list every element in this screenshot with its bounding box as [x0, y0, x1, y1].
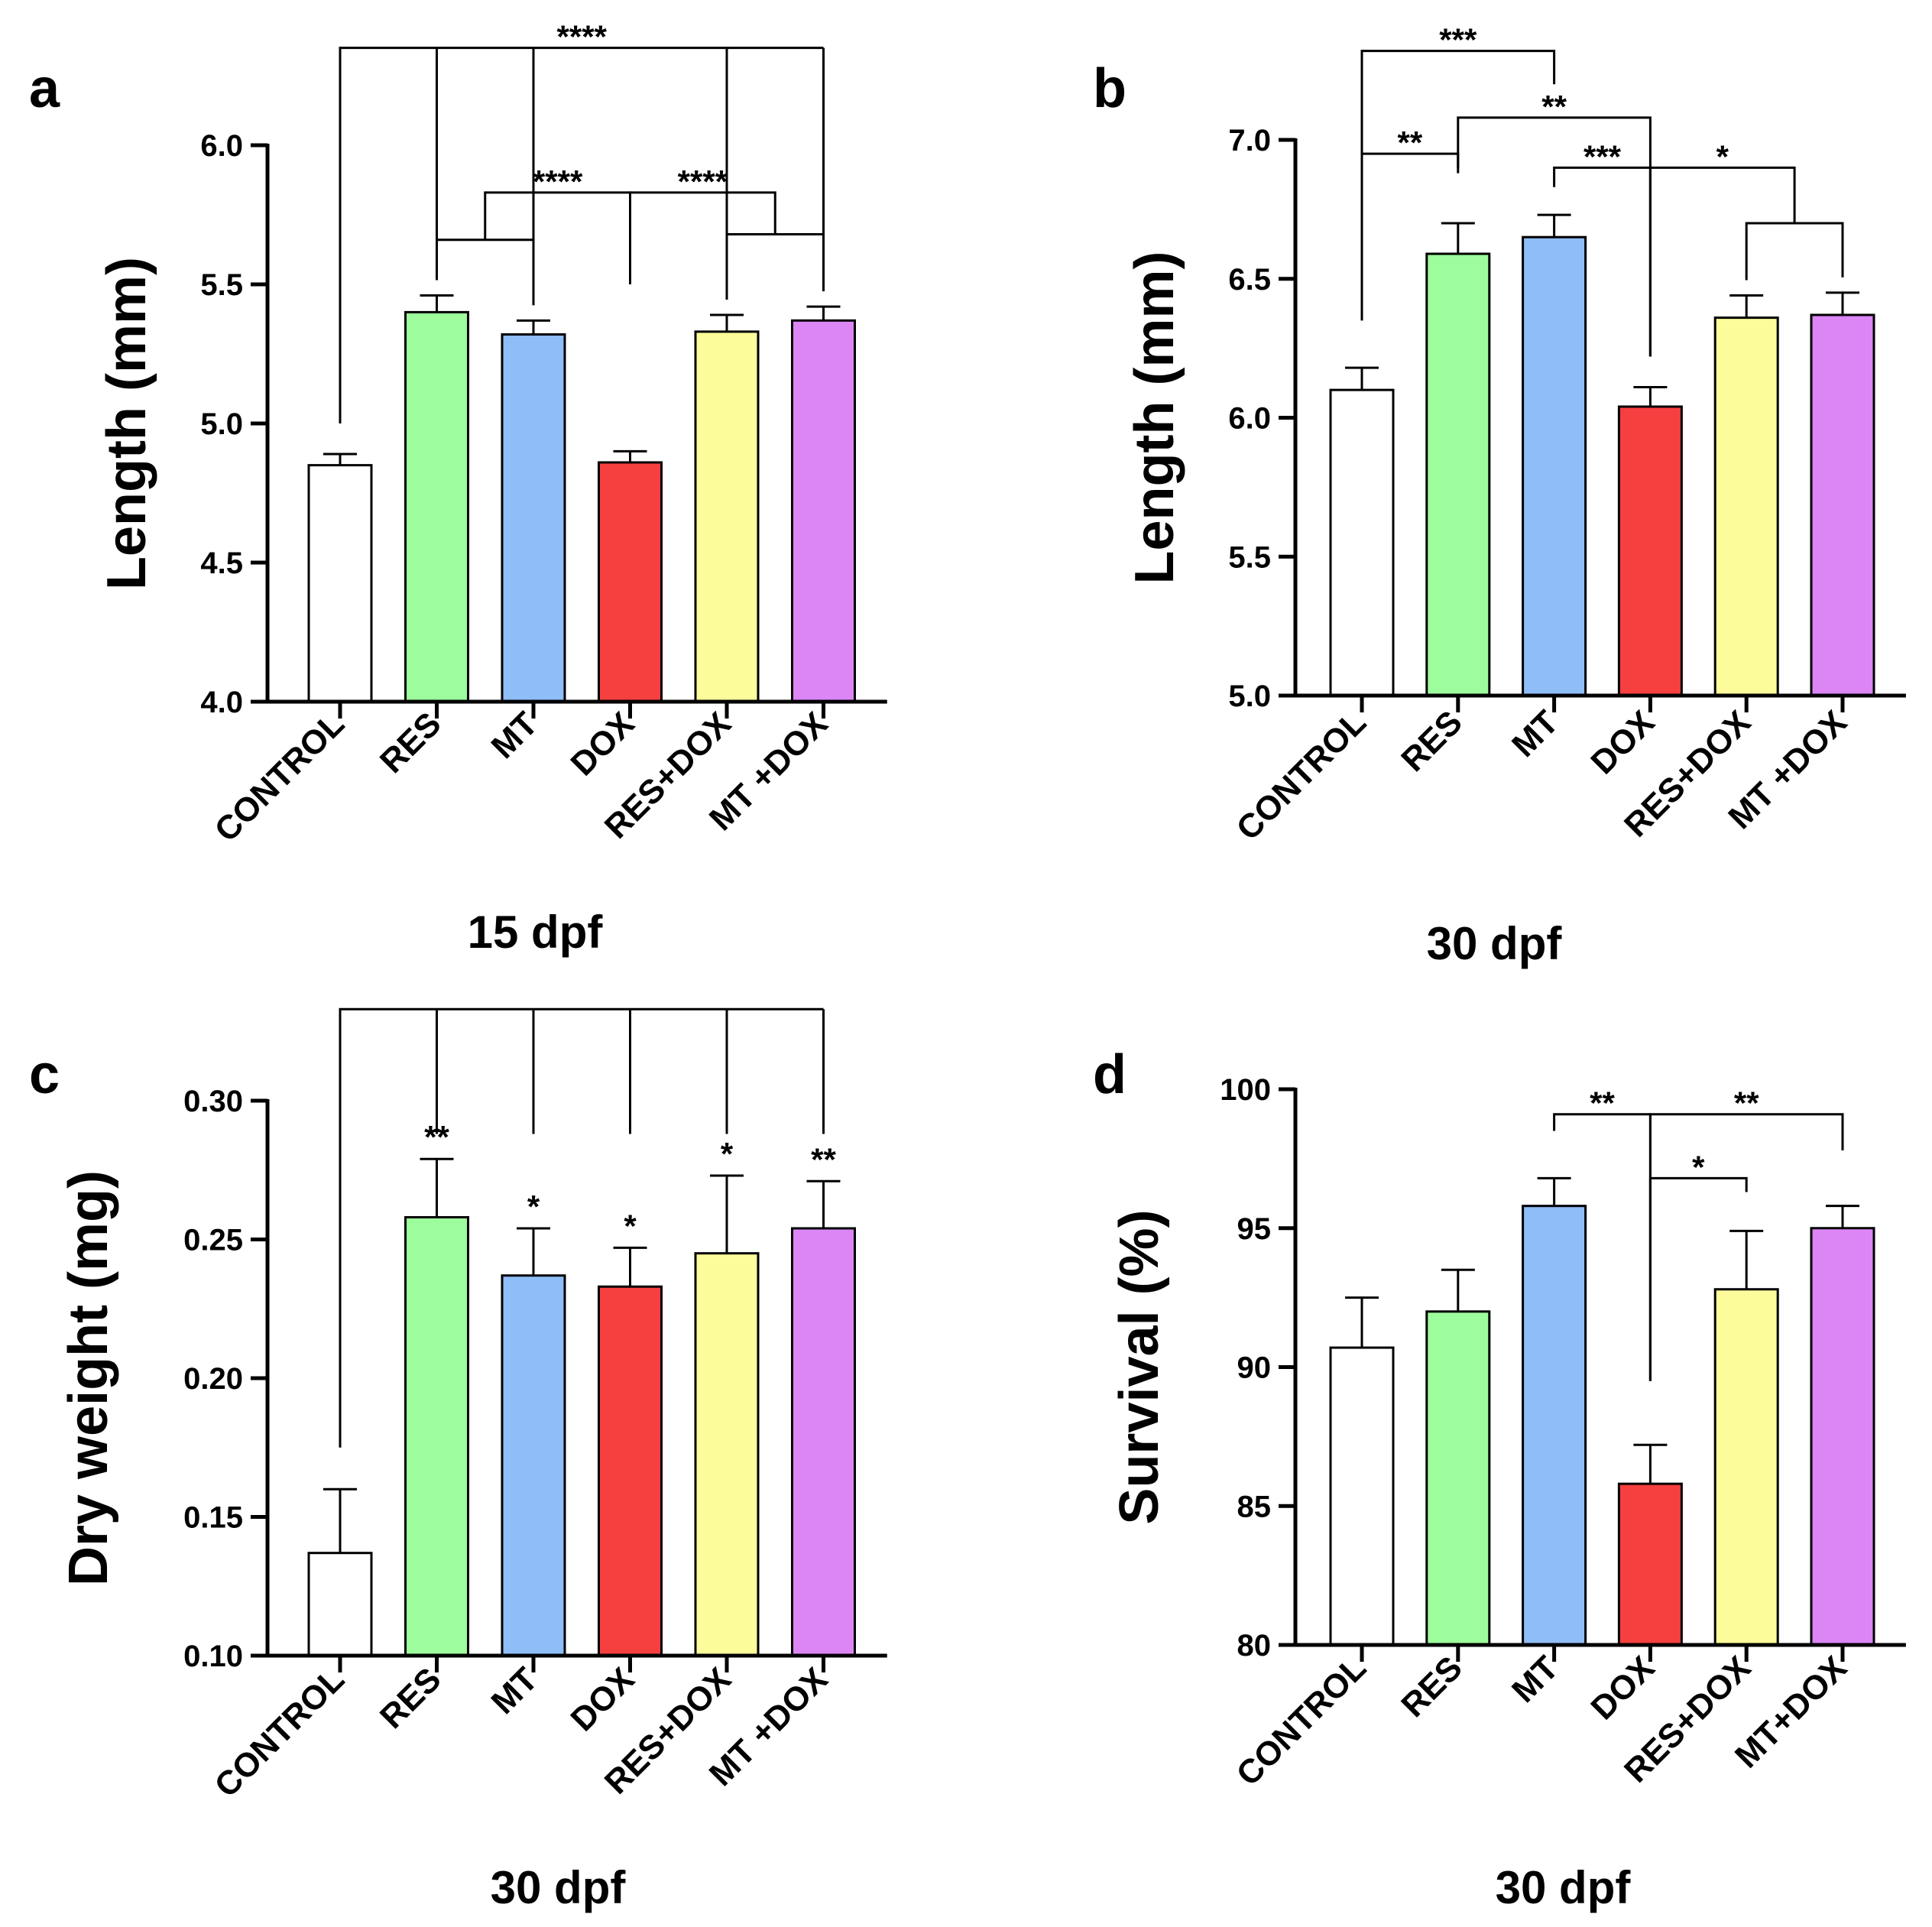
y-tick-label: 7.0	[1228, 124, 1271, 157]
bar-res	[1425, 1310, 1491, 1646]
significance-stars: ****	[678, 164, 728, 200]
y-tick-label: 0.15	[183, 1501, 243, 1535]
y-tick-label: 6.0	[1228, 402, 1271, 436]
bar-mt-dox	[791, 319, 856, 703]
bar-control	[1329, 388, 1395, 697]
bar-mt-dox	[1810, 313, 1875, 697]
significance-bracket	[1648, 1176, 1748, 1381]
y-tick-label: 80	[1237, 1629, 1272, 1663]
bar-res-dox	[1713, 316, 1779, 697]
panel-letter: a	[29, 58, 60, 119]
y-axis-label: Dry weight (mg)	[58, 1170, 119, 1586]
x-category-label: CONTROL	[208, 1660, 352, 1804]
bar-dox	[1617, 1482, 1683, 1646]
bar-res-dox	[1713, 1288, 1779, 1646]
bar-control	[307, 1552, 373, 1657]
bar-res-dox	[694, 330, 760, 703]
x-axis-title: 15 dpf	[468, 907, 604, 958]
bar-mt	[1522, 235, 1587, 697]
y-tick-label: 5.0	[1228, 680, 1271, 713]
significance-stars: *	[527, 1189, 540, 1225]
bar-dox	[1617, 405, 1683, 697]
bar-mt	[501, 1274, 566, 1657]
panel-letter: b	[1093, 58, 1126, 119]
significance-bracket	[339, 1007, 824, 1448]
x-category-label: MT	[484, 1660, 545, 1721]
bar-control	[307, 464, 373, 703]
significance-stars: ***	[1584, 138, 1622, 174]
x-category-label: MT	[484, 705, 545, 766]
significance-stars: **	[1734, 1085, 1759, 1121]
x-axis-title: 30 dpf	[1496, 1862, 1632, 1913]
significance-stars: **	[811, 1141, 836, 1177]
significance-stars: ****	[557, 19, 608, 55]
bar-mt-dox	[791, 1227, 856, 1657]
panel-letter: d	[1093, 1044, 1126, 1105]
y-tick-label: 0.10	[183, 1640, 243, 1673]
significance-bracket	[484, 191, 631, 284]
significance-stars: *	[721, 1136, 734, 1172]
x-category-label: MT	[1505, 703, 1566, 764]
y-axis-label: Length (mm)	[96, 257, 157, 590]
y-tick-label: 95	[1237, 1212, 1272, 1246]
y-tick-label: 5.5	[200, 268, 243, 302]
significance-stars: **	[1541, 89, 1567, 125]
x-category-label: MT	[1505, 1649, 1566, 1710]
significance-stars: ***	[1439, 22, 1477, 58]
y-tick-label: 100	[1220, 1073, 1271, 1107]
significance-stars: **	[1590, 1085, 1615, 1121]
bar-mt-dox	[1810, 1227, 1875, 1646]
significance-stars: *	[624, 1208, 637, 1244]
x-category-label: DOX	[1584, 703, 1661, 781]
x-category-label: RES	[1394, 703, 1470, 779]
bar-mt	[501, 333, 566, 703]
bar-res	[404, 310, 469, 703]
y-tick-label: 0.20	[183, 1362, 243, 1396]
panel-letter: c	[29, 1044, 60, 1105]
bar-res-dox	[694, 1252, 760, 1657]
y-axis-label: Length (mm)	[1124, 251, 1185, 585]
x-axis-title: 30 dpf	[1427, 918, 1563, 969]
bar-control	[1329, 1346, 1395, 1646]
bar-mt	[1522, 1205, 1587, 1646]
y-tick-label: 6.0	[200, 129, 243, 163]
significance-bracket	[1745, 222, 1844, 281]
significance-stars: ****	[533, 164, 583, 200]
significance-stars: *	[1692, 1149, 1705, 1185]
y-tick-label: 4.5	[200, 547, 243, 580]
bar-res	[1425, 252, 1491, 697]
y-tick-label: 4.0	[200, 686, 243, 719]
significance-bracket	[1648, 166, 1796, 357]
significance-bracket	[725, 232, 825, 300]
significance-stars: **	[424, 1119, 449, 1155]
y-tick-label: 85	[1237, 1490, 1272, 1523]
y-tick-label: 5.0	[200, 407, 243, 441]
y-tick-label: 0.25	[183, 1224, 243, 1257]
bar-dox	[598, 1285, 663, 1657]
bar-res	[404, 1215, 469, 1657]
x-axis-title: 30 dpf	[491, 1862, 627, 1913]
significance-bracket	[339, 47, 824, 423]
y-tick-label: 0.30	[183, 1085, 243, 1118]
y-tick-label: 90	[1237, 1351, 1272, 1385]
y-tick-label: 6.5	[1228, 263, 1271, 297]
x-category-label: CONTROL	[1230, 703, 1373, 847]
bar-dox	[598, 461, 663, 703]
significance-stars: **	[1398, 125, 1423, 161]
y-tick-label: 5.5	[1228, 540, 1271, 574]
significance-stars: *	[1716, 138, 1729, 174]
y-axis-label: Survival (%)	[1109, 1209, 1170, 1524]
significance-bracket	[629, 191, 776, 284]
x-category-label: CONTROL	[208, 705, 352, 848]
x-category-label: CONTROL	[1230, 1649, 1373, 1792]
